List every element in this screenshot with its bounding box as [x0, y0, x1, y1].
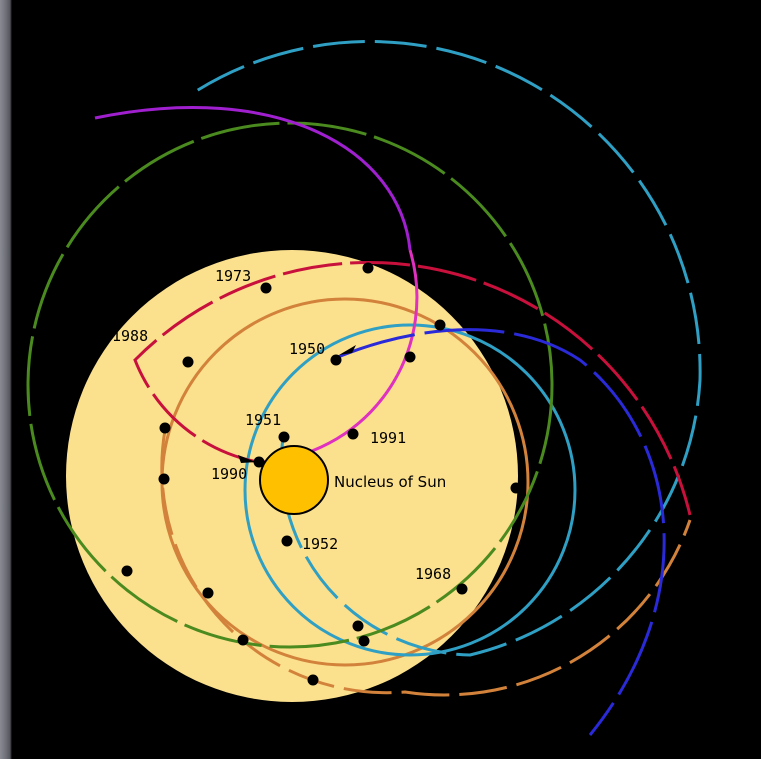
position-dot [358, 635, 370, 647]
position-dot [253, 456, 265, 468]
orbit-purple [94, 106, 412, 251]
position-dot [158, 473, 170, 485]
orbit-blue [337, 328, 666, 736]
position-dot [278, 431, 290, 443]
position-dots [121, 262, 522, 686]
position-dot [281, 535, 293, 547]
position-dot [260, 282, 272, 294]
orbit-crimson [133, 261, 692, 516]
position-dot [352, 620, 364, 632]
position-dot [159, 422, 171, 434]
position-dot [307, 674, 319, 686]
position-dot [362, 262, 374, 274]
nucleus-label: Nucleus of Sun [334, 473, 446, 491]
barycenter-orbit-diagram: 1973 1988 1950 1951 1991 1990 1952 1968 … [12, 6, 761, 759]
arrowhead-icon [339, 345, 356, 355]
year-label-1950: 1950 [289, 340, 325, 358]
orbit-orange-outer [160, 429, 692, 697]
position-dot [237, 634, 249, 646]
sun-nucleus [259, 445, 329, 515]
position-dot [434, 319, 446, 331]
orbit-teal-inner [243, 323, 577, 657]
position-dot [182, 356, 194, 368]
year-label-1968: 1968 [415, 565, 451, 583]
position-dot [456, 583, 468, 595]
year-label-1952: 1952 [302, 535, 338, 553]
position-dot [404, 351, 416, 363]
position-dot [347, 428, 359, 440]
orbit-green [26, 121, 554, 649]
position-dot [202, 587, 214, 599]
position-dot [510, 482, 522, 494]
year-label-1988: 1988 [112, 327, 148, 345]
year-label-1990: 1990 [211, 465, 247, 483]
position-dot [121, 565, 133, 577]
orbit-teal-outer [189, 40, 702, 657]
arrowhead-icon [238, 455, 256, 463]
year-label-1951: 1951 [245, 411, 281, 429]
year-label-1991: 1991 [370, 429, 406, 447]
year-label-1973: 1973 [215, 267, 251, 285]
position-dot [330, 354, 342, 366]
